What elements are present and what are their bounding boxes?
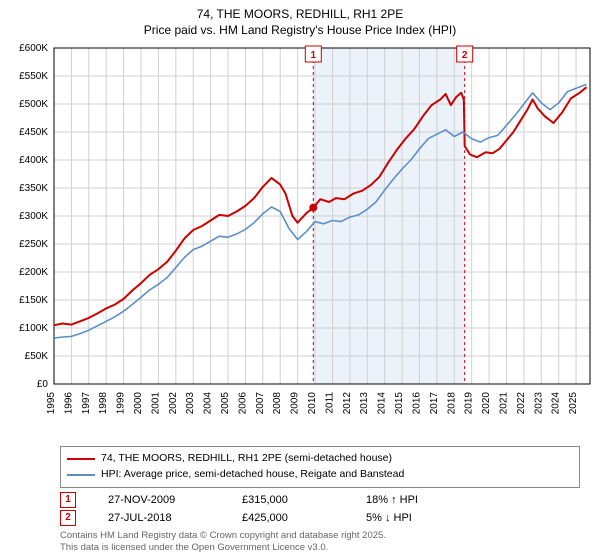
svg-text:2009: 2009 bbox=[290, 392, 301, 415]
sale-rows: 1 27-NOV-2009 £315,000 18% ↑ HPI 2 27-JUL-201… bbox=[0, 492, 600, 526]
sale-badge: 2 bbox=[60, 510, 76, 526]
svg-text:2012: 2012 bbox=[342, 392, 353, 415]
svg-text:2014: 2014 bbox=[377, 392, 388, 415]
title-line2: Price paid vs. HM Land Registry's House … bbox=[0, 22, 600, 38]
sale-price: £425,000 bbox=[242, 512, 342, 524]
svg-text:1997: 1997 bbox=[81, 392, 92, 415]
svg-text:2025: 2025 bbox=[568, 392, 579, 415]
svg-text:2016: 2016 bbox=[411, 392, 422, 415]
svg-text:1: 1 bbox=[311, 50, 317, 61]
svg-text:2020: 2020 bbox=[481, 392, 492, 415]
svg-text:2017: 2017 bbox=[429, 392, 440, 415]
svg-text:2: 2 bbox=[462, 50, 468, 61]
svg-text:£300K: £300K bbox=[19, 211, 48, 222]
sale-date: 27-NOV-2009 bbox=[108, 494, 218, 506]
chart-area: £0 £50K £100K £150K £200K £250K £300K £350K £400… bbox=[0, 42, 600, 442]
svg-text:£600K: £600K bbox=[19, 43, 48, 54]
svg-text:2024: 2024 bbox=[551, 392, 562, 415]
svg-text:£550K: £550K bbox=[19, 71, 48, 82]
footer-block: Contains HM Land Registry data © Crown c… bbox=[60, 530, 580, 555]
svg-text:2000: 2000 bbox=[133, 392, 144, 415]
svg-text:£0: £0 bbox=[37, 379, 49, 390]
svg-text:1998: 1998 bbox=[98, 392, 109, 415]
sale-row: 1 27-NOV-2009 £315,000 18% ↑ HPI bbox=[60, 492, 580, 508]
footer-line1: Contains HM Land Registry data © Crown c… bbox=[60, 530, 580, 542]
svg-text:2011: 2011 bbox=[324, 392, 335, 414]
sale-row: 2 27-JUL-2018 £425,000 5% ↓ HPI bbox=[60, 510, 580, 526]
legend-box: 74, THE MOORS, REDHILL, RH1 2PE (semi-de… bbox=[60, 446, 580, 488]
legend-label-1: 74, THE MOORS, REDHILL, RH1 2PE (semi-de… bbox=[101, 451, 392, 467]
sale-delta: 5% ↓ HPI bbox=[366, 512, 412, 524]
svg-text:2005: 2005 bbox=[220, 392, 231, 415]
svg-text:£100K: £100K bbox=[19, 323, 48, 334]
svg-text:£500K: £500K bbox=[19, 99, 48, 110]
svg-text:2007: 2007 bbox=[255, 392, 266, 415]
svg-text:2006: 2006 bbox=[237, 392, 248, 415]
svg-text:2001: 2001 bbox=[150, 392, 161, 415]
svg-text:£150K: £150K bbox=[19, 295, 48, 306]
title-line1: 74, THE MOORS, REDHILL, RH1 2PE bbox=[0, 6, 600, 22]
svg-text:£400K: £400K bbox=[19, 155, 48, 166]
svg-text:2013: 2013 bbox=[359, 392, 370, 415]
svg-text:£50K: £50K bbox=[25, 351, 49, 362]
svg-text:2010: 2010 bbox=[307, 392, 318, 415]
legend-swatch-1 bbox=[67, 458, 95, 460]
footer-line2: This data is licensed under the Open Gov… bbox=[60, 542, 580, 554]
legend-label-2: HPI: Average price, semi-detached house,… bbox=[101, 467, 404, 483]
sale-date: 27-JUL-2018 bbox=[108, 512, 218, 524]
sale-delta: 18% ↑ HPI bbox=[366, 494, 418, 506]
sale-badge: 1 bbox=[60, 492, 76, 508]
chart-svg: £0 £50K £100K £150K £200K £250K £300K £350K £400… bbox=[0, 42, 600, 442]
sale-price: £315,000 bbox=[242, 494, 342, 506]
svg-text:1996: 1996 bbox=[63, 392, 74, 415]
svg-text:1999: 1999 bbox=[116, 392, 127, 415]
legend-swatch-2 bbox=[67, 474, 95, 476]
svg-text:2019: 2019 bbox=[464, 392, 475, 415]
svg-text:£250K: £250K bbox=[19, 239, 48, 250]
svg-text:£450K: £450K bbox=[19, 127, 48, 138]
legend-row-2: HPI: Average price, semi-detached house,… bbox=[67, 467, 573, 483]
svg-text:2018: 2018 bbox=[446, 392, 457, 415]
svg-text:2003: 2003 bbox=[185, 392, 196, 415]
svg-text:2021: 2021 bbox=[498, 392, 509, 415]
svg-text:2002: 2002 bbox=[168, 392, 179, 415]
svg-text:£350K: £350K bbox=[19, 183, 48, 194]
svg-text:2022: 2022 bbox=[516, 392, 527, 415]
svg-text:2023: 2023 bbox=[533, 392, 544, 415]
svg-text:2015: 2015 bbox=[394, 392, 405, 415]
legend-row-1: 74, THE MOORS, REDHILL, RH1 2PE (semi-de… bbox=[67, 451, 573, 467]
svg-text:1995: 1995 bbox=[46, 392, 57, 415]
svg-text:2008: 2008 bbox=[272, 392, 283, 415]
svg-text:2004: 2004 bbox=[203, 392, 214, 415]
chart-title-block: 74, THE MOORS, REDHILL, RH1 2PE Price pa… bbox=[0, 0, 600, 42]
svg-text:£200K: £200K bbox=[19, 267, 48, 278]
